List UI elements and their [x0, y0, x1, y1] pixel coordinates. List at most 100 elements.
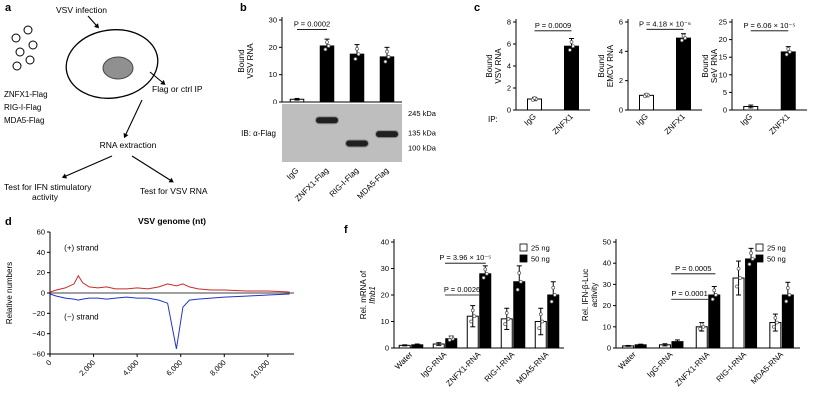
svg-text:P = 0.0005: P = 0.0005: [675, 264, 711, 273]
arrowhead: [93, 23, 99, 29]
c2-svg: 0 2 4 6 Bound EMCV RNA IgG ZNFX1 P = 4.18 × 10⁻⁶: [597, 18, 702, 137]
svg-text:0: 0: [273, 98, 277, 105]
svg-text:8,000: 8,000: [208, 358, 228, 378]
svg-text:135 kDa: 135 kDa: [408, 129, 437, 138]
svg-text:10,000: 10,000: [249, 358, 272, 381]
panel-b-western-blot: 245 kDa 135 kDa 100 kDa IB: α-Flag IgG ZNFX1-…: [238, 102, 467, 213]
svg-text:20: 20: [381, 291, 389, 300]
svg-text:−40: −40: [32, 329, 45, 338]
svg-text:25: 25: [719, 18, 727, 27]
panel-d-label: d: [5, 216, 12, 228]
svg-text:Rel. mRNA of: Rel. mRNA of: [360, 270, 368, 319]
panel-a-label: a: [5, 2, 12, 14]
svg-text:2,000: 2,000: [77, 358, 97, 378]
flag-or-ctrl-ip-label: Flag or ctrl IP: [152, 84, 203, 94]
test-ifn-activity-label-line2: activity: [32, 192, 59, 202]
panel-f-ifnb1-chart: 0 10 20 30 40 Rel. mRNA of Ifnb1 Water IgG-RNA ZN…: [359, 228, 568, 400]
svg-text:Bound: Bound: [702, 54, 710, 77]
d-svg: VSV genome (nt) −60 −40 −20 0 20 40 60 0 2,000 4,0…: [5, 216, 294, 381]
arrowhead: [61, 173, 68, 179]
svg-text:IgG-RNA: IgG-RNA: [419, 350, 449, 380]
svg-text:Water: Water: [393, 350, 414, 371]
svg-text:10: 10: [381, 317, 389, 326]
virus-particles-icon: [11, 25, 38, 71]
svg-text:IgG: IgG: [285, 166, 300, 181]
svg-text:MDA5-Flag: MDA5-Flag: [355, 166, 390, 201]
svg-text:P = 0.0026: P = 0.0026: [444, 285, 480, 294]
test-vsv-rna-label: Test for VSV RNA: [140, 186, 208, 196]
svg-text:IgG-RNA: IgG-RNA: [645, 350, 675, 380]
panel-c-emcv-chart: 0 2 4 6 Bound EMCV RNA IgG ZNFX1 P = 4.18 × 10⁻⁶: [597, 6, 708, 163]
panel-d-line-chart: VSV genome (nt) −60 −40 −20 0 20 40 60 0 2,000 4,0…: [4, 212, 306, 400]
f2-svg: 0 10 20 30 40 50 Rel. IFN-β-Luc activity Water Ig…: [581, 238, 800, 389]
panel-c-vsv-chart: 0 2 4 6 8 Bound VSV RNA IgG ZNFX1 IP: P = 0.0009: [485, 6, 596, 163]
svg-text:Rel. IFN-β-Luc: Rel. IFN-β-Luc: [582, 269, 590, 321]
svg-text:Relative numbers: Relative numbers: [5, 262, 14, 324]
svg-text:RIG-I-RNA: RIG-I-RNA: [715, 350, 749, 384]
svg-text:8: 8: [507, 18, 511, 27]
svg-text:Bound: Bound: [486, 54, 494, 77]
panel-c-sev-chart: 0 5 10 15 20 25 Bound SeV RNA IgG ZNFX1 P = 6.06 ×…: [701, 6, 813, 163]
svg-text:20: 20: [603, 301, 611, 310]
svg-text:10: 10: [719, 70, 727, 79]
svg-text:30: 30: [603, 280, 611, 289]
extraction-arrow: [125, 99, 143, 135]
nucleus-shape: [102, 56, 134, 80]
construct-mda5-flag-label: MDA5-Flag: [4, 116, 44, 125]
svg-text:ZNFX1: ZNFX1: [551, 112, 576, 137]
svg-text:10: 10: [603, 322, 611, 331]
svg-text:10: 10: [269, 70, 277, 79]
construct-znfx1-flag-label: ZNFX1-Flag: [4, 90, 48, 99]
svg-text:P = 6.06 × 10⁻⁵: P = 6.06 × 10⁻⁵: [744, 21, 796, 30]
svg-text:ZNFX1: ZNFX1: [663, 112, 688, 137]
svg-text:EMCV RNA: EMCV RNA: [606, 44, 615, 87]
svg-text:−60: −60: [32, 350, 45, 359]
svg-text:IP:: IP:: [488, 115, 498, 124]
svg-text:0: 0: [607, 344, 611, 353]
panel-c-label: c: [474, 2, 481, 14]
panel-b-bar-chart: 0 10 20 30 Bound VSV RNA P = 0.0002: [237, 4, 438, 109]
svg-text:VSV RNA: VSV RNA: [246, 43, 255, 79]
svg-text:MDA5-RNA: MDA5-RNA: [515, 350, 551, 386]
svg-text:6,000: 6,000: [164, 358, 184, 378]
svg-text:60: 60: [37, 228, 45, 237]
test-ifn-activity-label-line1: Test for IFN stimulatory: [4, 182, 92, 192]
svg-text:P = 3.96 × 10⁻⁵: P = 3.96 × 10⁻⁵: [439, 253, 491, 262]
svg-text:SeV RNA: SeV RNA: [710, 48, 719, 83]
svg-text:6: 6: [619, 18, 623, 27]
svg-text:(−) strand: (−) strand: [64, 312, 98, 321]
svg-text:4: 4: [619, 47, 623, 56]
svg-text:4,000: 4,000: [121, 358, 141, 378]
svg-text:40: 40: [381, 238, 389, 247]
arrowhead: [160, 79, 166, 85]
vsv-infection-label: VSV infection: [56, 5, 107, 15]
svg-text:0: 0: [619, 106, 623, 115]
svg-text:VSV RNA: VSV RNA: [494, 48, 503, 84]
svg-text:P = 0.0001: P = 0.0001: [671, 289, 707, 298]
svg-text:2: 2: [619, 76, 623, 85]
svg-text:0: 0: [41, 289, 45, 298]
svg-text:20: 20: [269, 43, 277, 52]
svg-text:25 ng: 25 ng: [767, 244, 786, 253]
svg-text:15: 15: [719, 53, 727, 62]
ifn-branch-arrow: [65, 155, 113, 177]
svg-text:ZNFX1-RNA: ZNFX1-RNA: [673, 350, 712, 389]
panel-b-label: b: [240, 2, 247, 14]
c3-svg: 0 5 10 15 20 25 Bound SeV RNA IgG ZNFX1 P = 6.06 ×…: [701, 18, 807, 136]
svg-text:40: 40: [603, 259, 611, 268]
svg-text:6: 6: [507, 40, 511, 49]
svg-text:Water: Water: [617, 350, 638, 371]
svg-text:30: 30: [381, 264, 389, 273]
svg-text:P = 0.0002: P = 0.0002: [294, 20, 330, 29]
svg-text:0: 0: [385, 344, 389, 353]
svg-text:IgG: IgG: [634, 112, 649, 127]
svg-text:IB: α-Flag: IB: α-Flag: [241, 129, 276, 138]
svg-text:20: 20: [37, 268, 45, 277]
svg-text:Bound: Bound: [238, 49, 246, 72]
ip-arrow: [149, 71, 163, 83]
svg-text:MDA5-RNA: MDA5-RNA: [749, 350, 785, 386]
svg-text:30: 30: [269, 16, 277, 25]
svg-text:(+) strand: (+) strand: [64, 243, 98, 252]
